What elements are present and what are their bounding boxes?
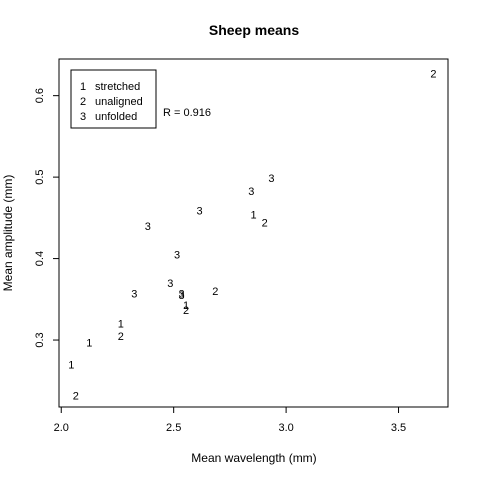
x-tick-label: 3.5 bbox=[391, 422, 406, 434]
data-point: 1 bbox=[68, 359, 74, 371]
data-point: 3 bbox=[174, 250, 180, 262]
legend-label-unfolded: unfolded bbox=[95, 111, 137, 123]
data-point: 2 bbox=[262, 218, 268, 230]
data-point: 3 bbox=[145, 221, 151, 233]
data-point: 2 bbox=[118, 331, 124, 343]
x-tick-label: 2.5 bbox=[166, 422, 181, 434]
legend-symbol-1: 1 bbox=[80, 81, 86, 93]
data-point: 1 bbox=[250, 210, 256, 222]
y-tick-label: 0.5 bbox=[34, 169, 46, 184]
data-point: 1 bbox=[86, 337, 92, 349]
legend-label-stretched: stretched bbox=[95, 81, 140, 93]
data-point: 3 bbox=[167, 278, 173, 290]
data-point: 1 bbox=[183, 300, 189, 312]
x-tick-label: 2.0 bbox=[54, 422, 69, 434]
y-axis-label: Mean amplitude (mm) bbox=[1, 175, 15, 292]
correlation-annotation: R = 0.916 bbox=[163, 107, 211, 119]
y-axis: 0.3 0.4 0.5 0.6 bbox=[34, 88, 59, 348]
data-point: 3 bbox=[178, 289, 184, 301]
plot-frame bbox=[58, 58, 449, 408]
legend-box bbox=[70, 69, 157, 129]
data-point: 3 bbox=[131, 289, 137, 301]
data-point: 2 bbox=[183, 305, 189, 317]
y-tick-label: 0.4 bbox=[34, 251, 46, 266]
data-point: 3 bbox=[268, 173, 274, 185]
data-point: 2 bbox=[212, 286, 218, 298]
legend: 1 stretched 2 unaligned 3 unfolded bbox=[70, 69, 157, 129]
legend-label-unaligned: unaligned bbox=[95, 96, 143, 108]
chart-title: Sheep means bbox=[209, 22, 299, 38]
legend-symbol-2: 2 bbox=[80, 96, 86, 108]
x-tick-label: 3.0 bbox=[278, 422, 293, 434]
x-axis-label: Mean wavelength (mm) bbox=[191, 451, 316, 465]
y-tick-label: 0.6 bbox=[34, 88, 46, 103]
data-point: 1 bbox=[118, 319, 124, 331]
data-point: 2 bbox=[430, 69, 436, 81]
y-tick-label: 0.3 bbox=[34, 332, 46, 347]
legend-symbol-3: 3 bbox=[80, 111, 86, 123]
x-axis: 2.0 2.5 3.0 3.5 bbox=[54, 407, 406, 434]
data-point: 3 bbox=[196, 206, 202, 218]
data-point: 2 bbox=[73, 390, 79, 402]
data-point: 3 bbox=[178, 290, 184, 302]
data-point: 3 bbox=[248, 186, 254, 198]
